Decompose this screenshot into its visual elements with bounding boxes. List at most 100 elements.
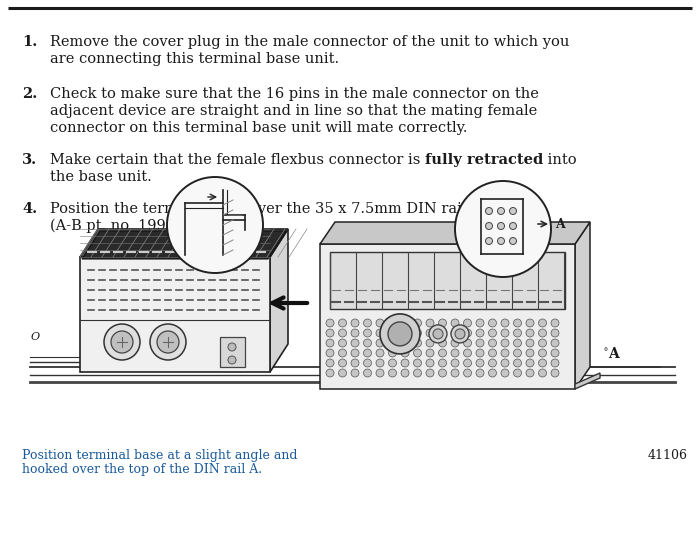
Circle shape — [463, 369, 472, 377]
Text: the base unit.: the base unit. — [50, 170, 152, 184]
Circle shape — [363, 339, 372, 347]
Circle shape — [228, 343, 236, 351]
Circle shape — [426, 369, 434, 377]
Polygon shape — [82, 231, 286, 259]
Circle shape — [526, 359, 534, 367]
Circle shape — [501, 349, 509, 357]
Circle shape — [514, 319, 522, 327]
Circle shape — [489, 369, 496, 377]
Text: 3.: 3. — [22, 153, 37, 167]
Circle shape — [551, 339, 559, 347]
Circle shape — [510, 207, 517, 214]
Circle shape — [551, 349, 559, 357]
Circle shape — [551, 359, 559, 367]
Circle shape — [489, 319, 496, 327]
Circle shape — [429, 325, 447, 343]
Circle shape — [426, 339, 434, 347]
Text: 41106: 41106 — [648, 449, 688, 462]
Circle shape — [426, 359, 434, 367]
Circle shape — [498, 222, 505, 229]
Circle shape — [476, 369, 484, 377]
Circle shape — [376, 319, 384, 327]
Circle shape — [526, 319, 534, 327]
Circle shape — [150, 324, 186, 360]
Text: (A-B pt. no. 199-DR1).: (A-B pt. no. 199-DR1). — [50, 219, 213, 234]
Circle shape — [510, 222, 517, 229]
Circle shape — [498, 237, 505, 244]
Circle shape — [414, 349, 421, 357]
Text: 4.: 4. — [22, 202, 37, 216]
Circle shape — [476, 349, 484, 357]
Circle shape — [438, 329, 447, 337]
Circle shape — [463, 339, 472, 347]
Circle shape — [326, 349, 334, 357]
Circle shape — [376, 359, 384, 367]
Polygon shape — [220, 337, 245, 367]
Circle shape — [363, 329, 372, 337]
Circle shape — [380, 314, 420, 354]
Circle shape — [389, 369, 396, 377]
Circle shape — [339, 329, 346, 337]
Circle shape — [351, 349, 359, 357]
Text: A: A — [555, 217, 565, 230]
Circle shape — [463, 359, 472, 367]
Circle shape — [401, 349, 409, 357]
Text: A: A — [471, 202, 482, 216]
Circle shape — [326, 339, 334, 347]
Circle shape — [389, 329, 396, 337]
Text: Remove the cover plug in the male connector of the unit to which you: Remove the cover plug in the male connec… — [50, 35, 569, 49]
Circle shape — [455, 329, 465, 339]
Circle shape — [438, 359, 447, 367]
Circle shape — [489, 339, 496, 347]
Circle shape — [514, 369, 522, 377]
Circle shape — [339, 369, 346, 377]
Circle shape — [486, 237, 493, 244]
Circle shape — [526, 369, 534, 377]
Circle shape — [476, 359, 484, 367]
Circle shape — [389, 339, 396, 347]
Circle shape — [351, 339, 359, 347]
Circle shape — [351, 369, 359, 377]
Circle shape — [426, 319, 434, 327]
Circle shape — [339, 339, 346, 347]
Circle shape — [438, 339, 447, 347]
Circle shape — [376, 349, 384, 357]
Circle shape — [501, 359, 509, 367]
Circle shape — [438, 319, 447, 327]
Circle shape — [538, 329, 547, 337]
Circle shape — [489, 349, 496, 357]
Circle shape — [339, 319, 346, 327]
Circle shape — [351, 359, 359, 367]
Circle shape — [451, 329, 459, 337]
Circle shape — [389, 349, 396, 357]
Circle shape — [526, 349, 534, 357]
Circle shape — [451, 369, 459, 377]
Circle shape — [451, 319, 459, 327]
Circle shape — [167, 177, 263, 273]
Circle shape — [326, 329, 334, 337]
Circle shape — [426, 329, 434, 337]
Circle shape — [363, 349, 372, 357]
Text: connector on this terminal base unit will mate correctly.: connector on this terminal base unit wil… — [50, 121, 468, 135]
Polygon shape — [80, 257, 270, 372]
Circle shape — [414, 339, 421, 347]
Circle shape — [389, 359, 396, 367]
Circle shape — [326, 359, 334, 367]
Polygon shape — [575, 222, 590, 389]
Circle shape — [363, 359, 372, 367]
Circle shape — [401, 359, 409, 367]
Circle shape — [476, 319, 484, 327]
Text: fully retracted: fully retracted — [425, 153, 543, 167]
Circle shape — [451, 325, 469, 343]
Circle shape — [376, 369, 384, 377]
Circle shape — [438, 349, 447, 357]
Polygon shape — [320, 244, 575, 389]
Circle shape — [339, 359, 346, 367]
Circle shape — [326, 319, 334, 327]
Text: are connecting this terminal base unit.: are connecting this terminal base unit. — [50, 52, 339, 66]
Circle shape — [401, 369, 409, 377]
Text: $^{\circ}$A: $^{\circ}$A — [602, 346, 622, 361]
Circle shape — [510, 237, 517, 244]
Circle shape — [438, 369, 447, 377]
Circle shape — [433, 329, 443, 339]
